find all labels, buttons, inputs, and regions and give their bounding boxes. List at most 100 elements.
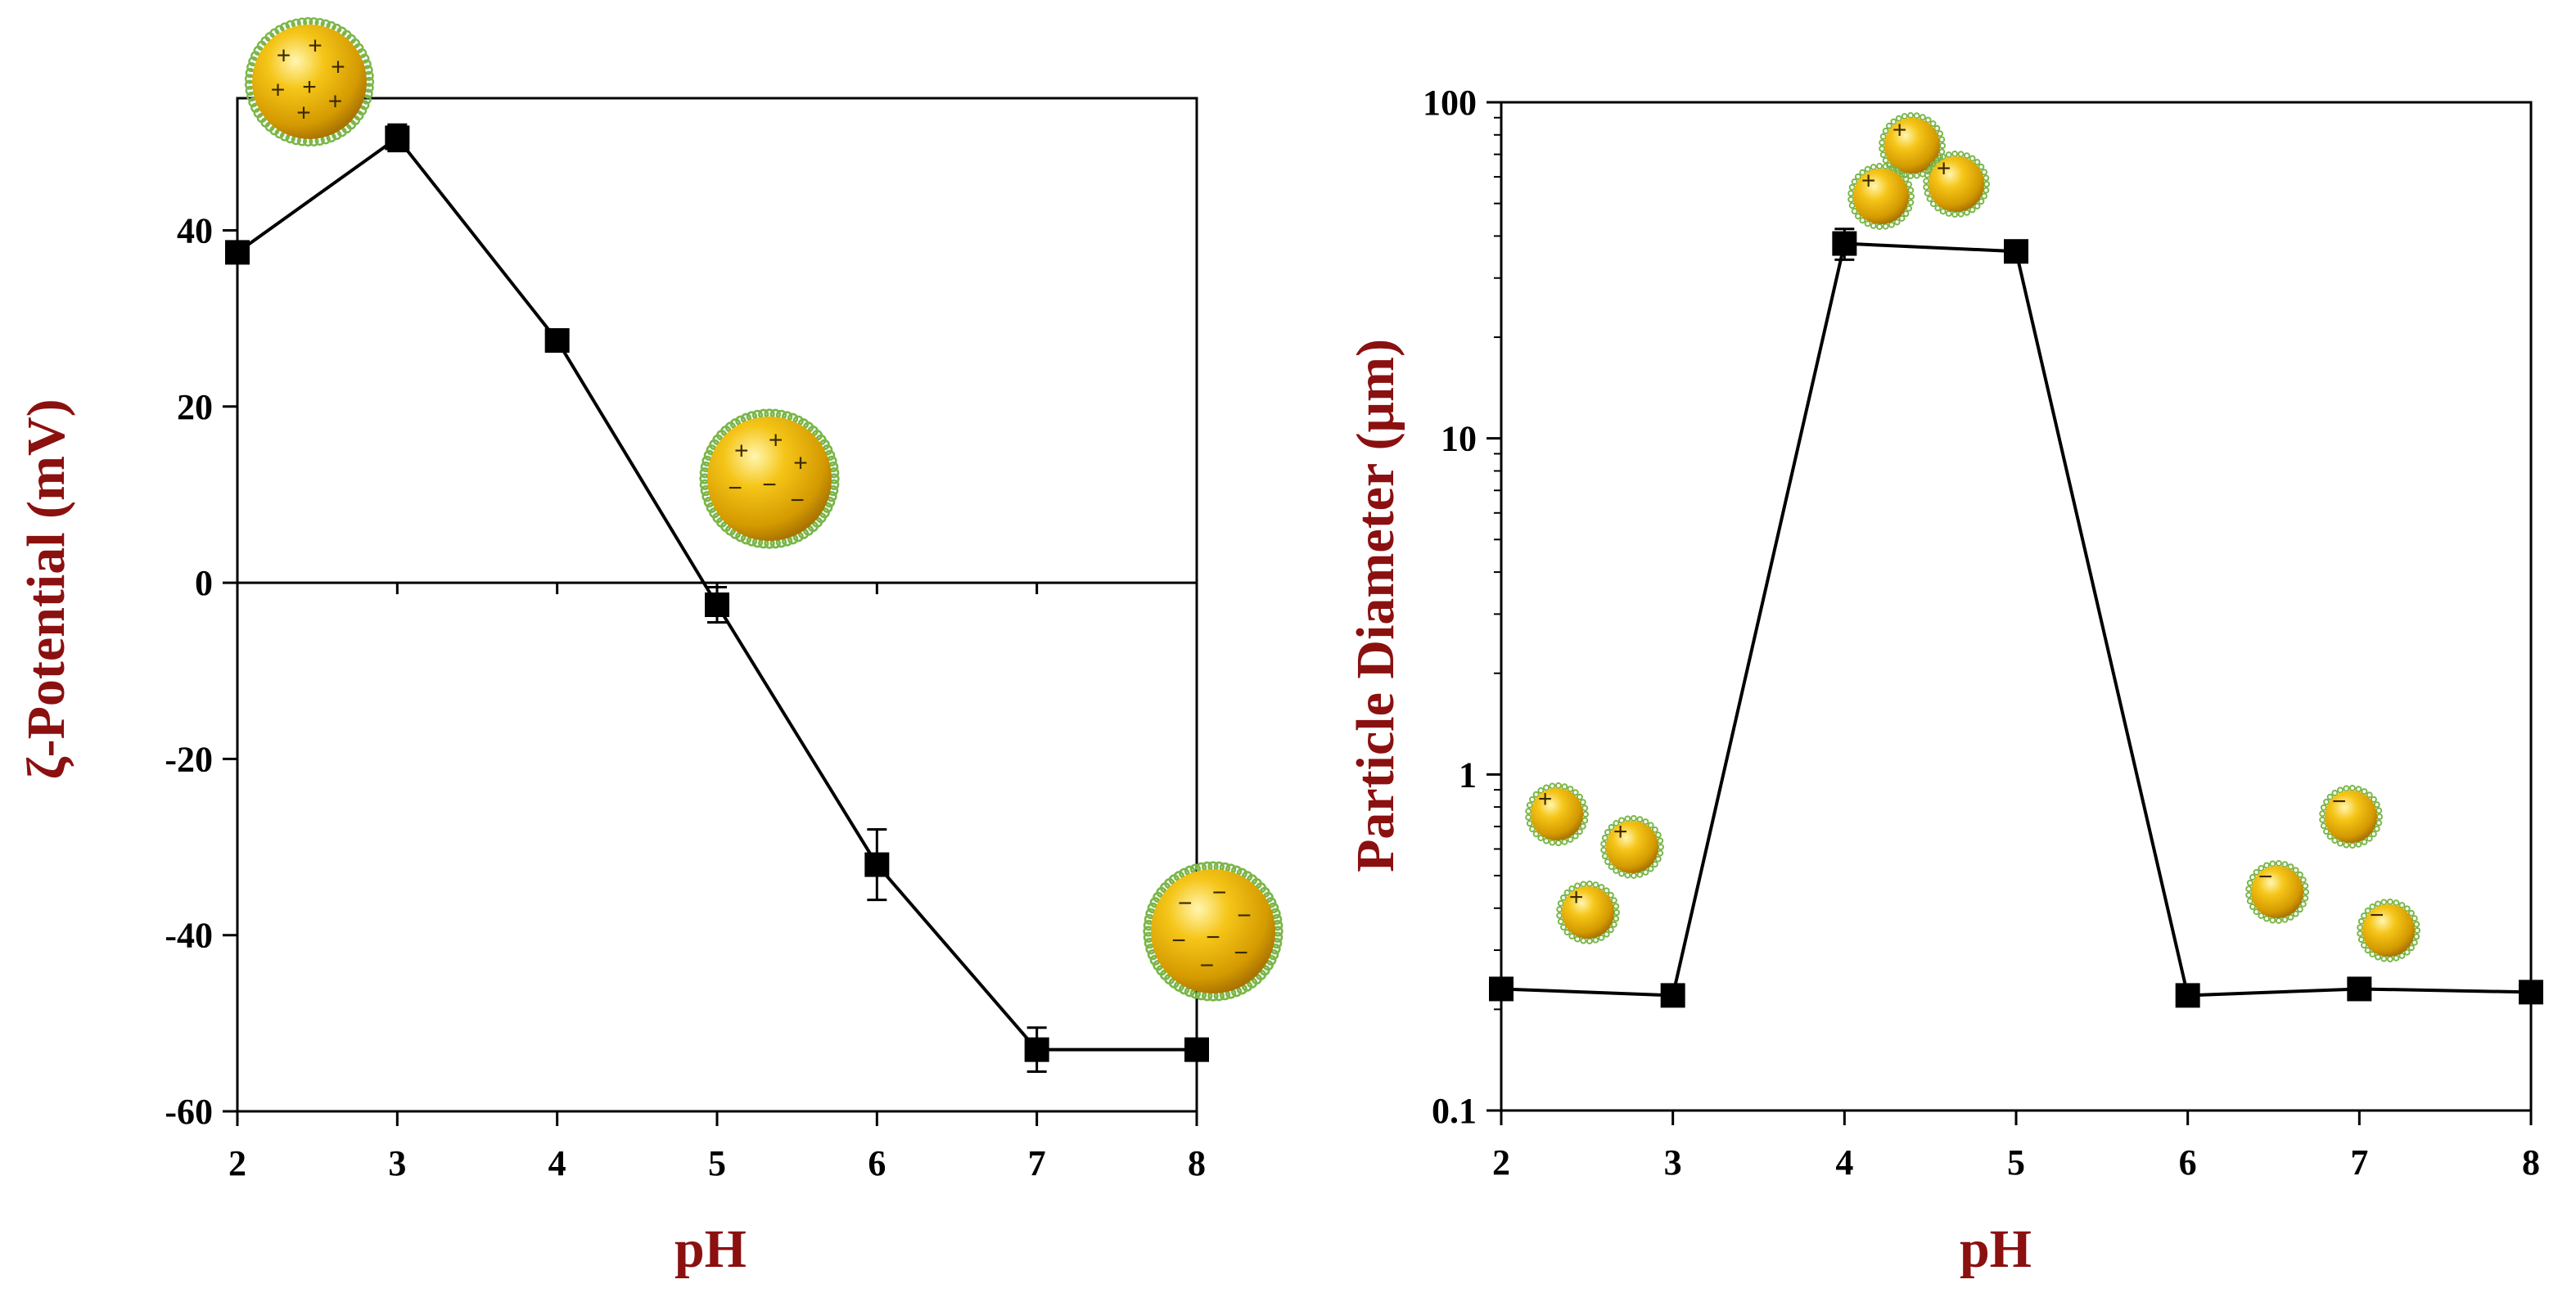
shell-bead [1647,865,1654,872]
shell-bead [1963,209,1970,216]
shell-bead [2366,835,2373,842]
aggregated-particles-icon: + [1847,163,1915,230]
shell-bead [1939,153,1947,160]
shell-bead [1933,124,1941,132]
shell-bead [1613,867,1620,874]
shell-bead [1526,801,1533,809]
shell-bead [1582,811,1589,818]
charge-sign: + [1613,818,1628,845]
shell-bead [2393,954,2400,962]
shell-bead [2357,917,2365,925]
shell-bead [2249,903,2257,911]
shell-bead [2375,807,2383,814]
shell-bead [2411,939,2418,946]
shell-bead [1901,113,1908,120]
series-line [1500,241,2532,998]
shell-bead [1882,223,1889,230]
shell-bead [1561,783,1568,791]
charge-sign: + [1893,116,1907,143]
charge-sign: + [1538,786,1553,813]
y-tick-label: -40 [165,916,213,956]
shell-bead [1882,163,1889,170]
right-axes [1487,101,2533,1125]
shell-bead [1604,858,1612,866]
shell-bead [1939,208,1947,215]
shell-bead [1983,181,1990,187]
shell-bead [1607,926,1614,934]
shell-bead [1601,853,1608,860]
dispersed-negative-particles-icon: − [2357,899,2420,962]
shell-bead [2263,915,2271,922]
shell-bead [2296,871,2303,878]
shell-bead [1926,195,1933,202]
shell-bead [1636,816,1644,823]
shell-bead [1890,118,1897,125]
shell-bead [1907,172,1915,179]
shell-bead [2380,955,2388,962]
shell-bead [2319,810,2326,818]
shell-bead [1532,831,1540,838]
shell-bead [2302,894,2309,902]
aggregated-particles-icon: + [1879,112,1946,179]
shell-bead [1934,205,1942,212]
charge-sign: + [296,99,311,126]
particle-core [1151,869,1275,993]
shell-bead [2413,933,2420,940]
shell-bead [1847,190,1855,197]
particle-core [2362,904,2415,957]
shell-bead [1938,148,1946,155]
shell-bead [1876,163,1884,170]
data-point [1832,231,1857,256]
shell-bead [1978,198,1985,205]
shell-bead [1560,924,1568,931]
shell-bead [1576,828,1583,836]
shell-bead [1576,793,1583,800]
shell-bead [1598,934,1605,941]
charge-sign: − [1212,879,1227,906]
data-point [385,125,410,151]
shell-bead [2343,841,2350,849]
shell-bead [1924,116,1932,124]
shell-bead [2357,924,2364,931]
shell-bead [1898,171,1906,178]
shell-bead [2319,816,2326,823]
particle-core [1884,118,1940,173]
shell-bead [2253,908,2260,916]
charge-sign: + [769,426,783,453]
data-point [1660,983,1685,1008]
shell-bead [2275,860,2282,867]
shell-bead [1592,936,1599,944]
shell-bead [1610,897,1617,904]
shell-bead [1574,935,1581,943]
charge-sign: − [790,487,805,514]
shell-bead [1604,828,1612,836]
shell-bead [1647,822,1654,829]
shell-bead [1581,804,1589,812]
charge-sign: + [271,76,286,103]
data-point [2519,980,2543,1005]
shell-bead [1937,130,1944,137]
shell-bead [1549,839,1556,846]
shell-bead [1978,163,1985,170]
shell-bead [1618,817,1626,824]
shell-bead [1981,192,1988,200]
shell-bead [2331,836,2339,844]
shell-bead [1608,823,1615,831]
shell-bead [1907,199,1915,206]
shell-bead [1568,932,1576,939]
shell-bead [2375,900,2382,908]
shell-bead [1859,217,1866,224]
y-tick-label: 40 [177,210,213,250]
shell-bead [1870,164,1877,171]
charge-sign: + [331,53,345,80]
shell-bead [1651,861,1658,868]
shell-bead [1579,799,1586,806]
shell-bead [1888,221,1895,228]
shell-bead [2299,900,2307,908]
shell-bead [2398,952,2406,959]
shell-bead [1876,223,1884,230]
x-tick-label: 4 [1835,1142,1853,1183]
y-tick-label: -60 [165,1092,213,1132]
x-tick-label: 6 [868,1143,886,1183]
